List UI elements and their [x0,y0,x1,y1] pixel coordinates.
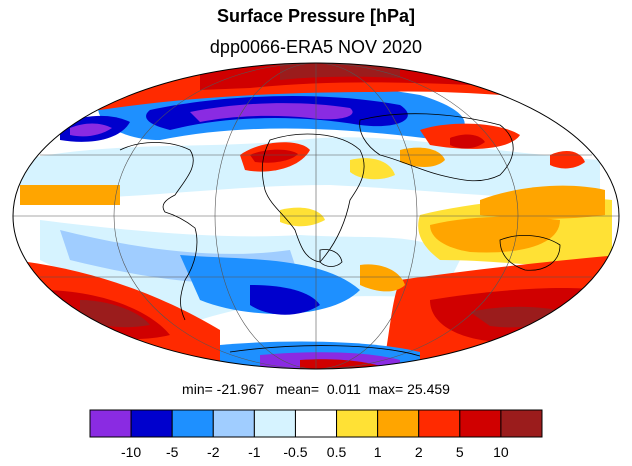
colorbar-label: 2 [415,444,423,460]
colorbar-swatch [171,409,214,438]
colorbar-swatch [500,409,543,438]
colorbar-label: 0.5 [327,444,347,460]
pressure-map [12,62,620,370]
colorbar-label: 5 [456,444,464,460]
mean-value: 0.011 [326,381,361,397]
colorbar-swatch [89,409,132,438]
colorbar-label: 1 [374,444,382,460]
mean-label: mean= [275,381,320,397]
min-label: min= [182,381,213,397]
colorbar-label: -2 [207,444,220,460]
colorbar-swatch [418,409,461,438]
colorbar-swatch [130,409,173,438]
stats-line: min= -21.967 mean= 0.011 max= 25.459 [0,381,632,397]
max-label: max= [368,381,404,397]
max-value: 25.459 [407,381,450,397]
colorbar-swatch [253,409,296,438]
coastlines [119,113,561,357]
colorbar-swatch [459,409,502,438]
colorbar-swatch [294,409,338,438]
colorbar-swatch [377,409,420,438]
colorbar-swatch [212,409,255,438]
map-title: Surface Pressure [hPa] [216,6,416,26]
colorbar-label: -10 [121,444,141,460]
colorbar-label: -0.5 [283,444,307,460]
colorbar-label: 10 [493,444,509,460]
colorbar-label: -1 [248,444,261,460]
map-subtitle: dpp0066-ERA5 NOV 2020 [209,37,423,57]
colorbar-swatch [336,409,379,438]
colorbar-label: -5 [166,444,179,460]
min-value: -21.967 [216,381,265,397]
map-border [12,62,620,370]
